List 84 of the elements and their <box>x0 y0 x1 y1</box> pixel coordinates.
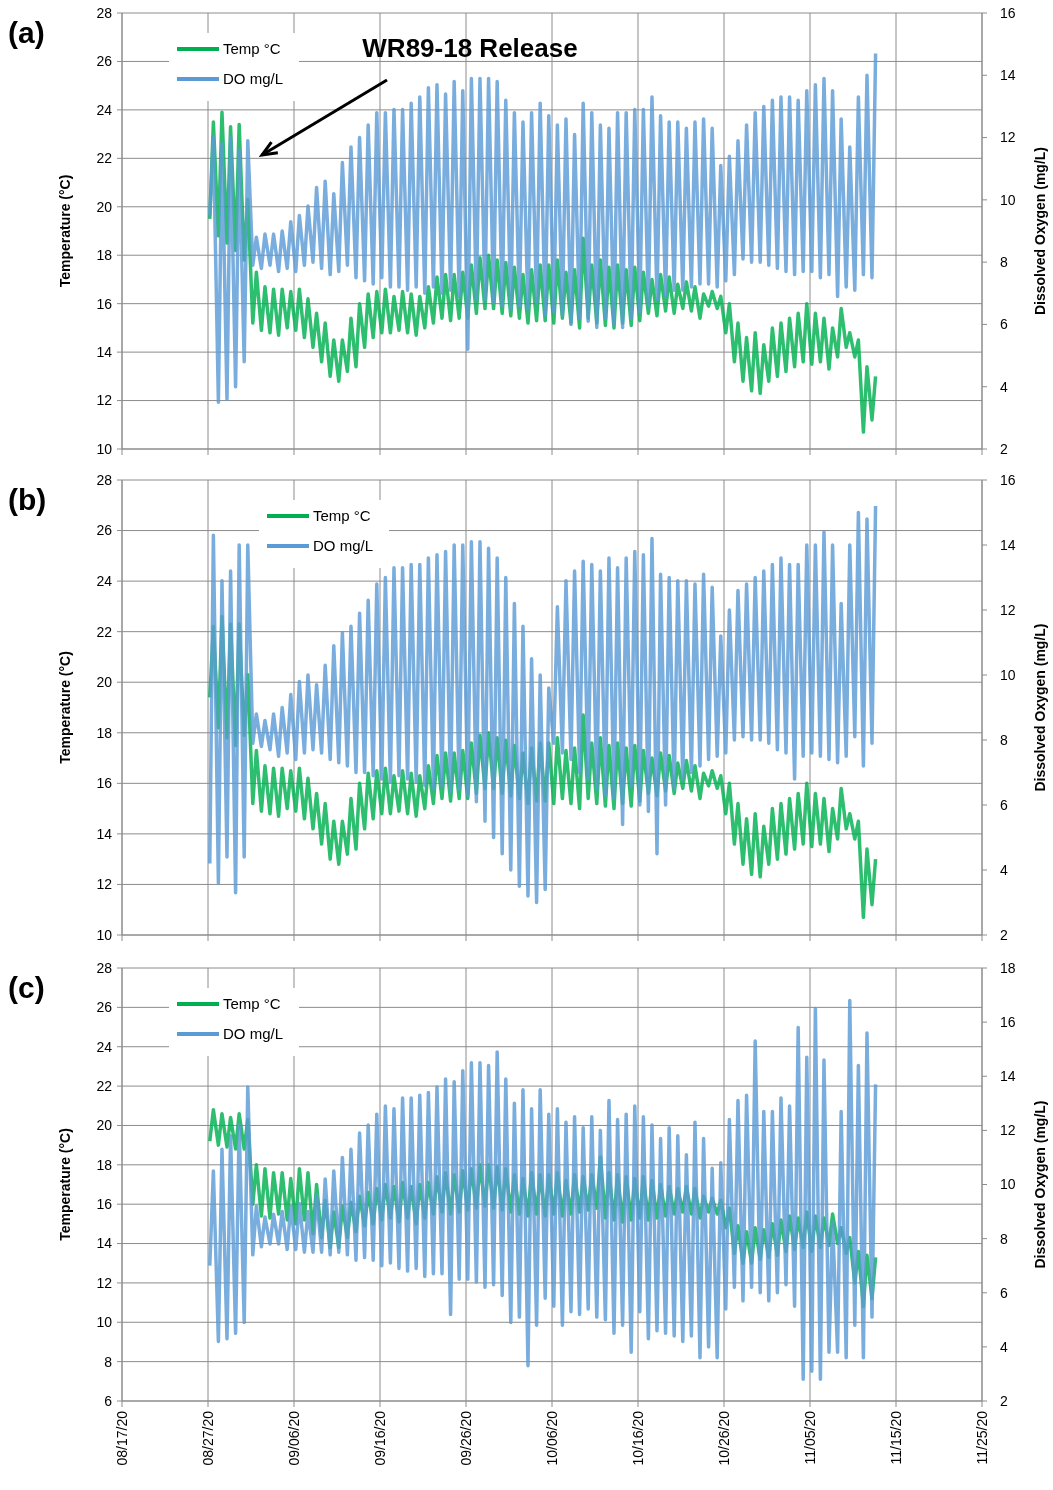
y2-tick-label: 8 <box>1000 1230 1008 1247</box>
y-tick-label: 12 <box>96 392 113 409</box>
y2-tick-label: 2 <box>1000 440 1008 457</box>
y2-tick-label: 16 <box>1000 471 1016 488</box>
y-tick-label: 18 <box>96 1156 113 1173</box>
x-tick-label: 10/06/20 <box>543 1410 560 1466</box>
y2-tick-label: 6 <box>1000 796 1008 813</box>
chart-title: (c) <box>8 971 45 1004</box>
y-tick-label: 10 <box>96 926 113 943</box>
y-tick-label: 26 <box>96 53 113 70</box>
legend-label: Temp °C <box>223 995 281 1013</box>
y2-tick-label: 14 <box>1000 536 1016 553</box>
y2-tick-label: 16 <box>1000 4 1016 21</box>
y2-tick-label: 4 <box>1000 861 1008 878</box>
y-tick-label: 10 <box>96 440 113 457</box>
y-tick-label: 20 <box>96 198 113 215</box>
y-axis-title: Temperature (°C) <box>57 174 73 288</box>
y-tick-label: 28 <box>96 471 113 488</box>
chart-title: (b) <box>8 483 47 516</box>
y2-tick-label: 6 <box>1000 316 1008 333</box>
y2-tick-label: 2 <box>1000 926 1008 943</box>
y-tick-label: 20 <box>96 674 113 691</box>
y2-tick-label: 6 <box>1000 1284 1008 1301</box>
y-tick-label: 16 <box>96 775 113 792</box>
x-tick-label: 11/15/20 <box>887 1410 904 1465</box>
x-tick-label: 11/25/20 <box>973 1410 990 1465</box>
legend-label: DO mg/L <box>223 1025 284 1043</box>
y-tick-label: 12 <box>96 1274 113 1291</box>
y2-tick-label: 12 <box>1000 1122 1016 1139</box>
y-tick-label: 28 <box>96 4 113 21</box>
y-tick-label: 18 <box>96 724 113 741</box>
x-tick-label: 09/16/20 <box>371 1410 388 1466</box>
y2-tick-label: 4 <box>1000 378 1008 395</box>
legend-label: DO mg/L <box>313 537 374 555</box>
legend-label: DO mg/L <box>223 70 284 88</box>
y2-axis-title: Dissolved Oxygen (mg/L) <box>1032 146 1048 316</box>
y2-tick-label: 18 <box>1000 959 1016 976</box>
y-tick-label: 20 <box>96 1117 113 1134</box>
y2-tick-label: 4 <box>1000 1338 1008 1355</box>
y2-tick-label: 12 <box>1000 601 1016 618</box>
y2-tick-label: 12 <box>1000 129 1016 146</box>
y-tick-label: 26 <box>96 999 113 1016</box>
y-tick-label: 14 <box>96 825 113 842</box>
x-tick-label: 09/26/20 <box>457 1410 474 1466</box>
y2-tick-label: 2 <box>1000 1392 1008 1409</box>
y-tick-label: 18 <box>96 247 113 264</box>
y-tick-label: 22 <box>96 623 113 640</box>
y2-tick-label: 16 <box>1000 1014 1016 1031</box>
y-tick-label: 14 <box>96 344 113 361</box>
y-tick-label: 26 <box>96 522 113 539</box>
legend-label: Temp °C <box>223 40 281 58</box>
y2-tick-label: 10 <box>1000 191 1016 208</box>
x-tick-label: 11/05/20 <box>801 1410 818 1465</box>
y-tick-label: 16 <box>96 1196 113 1213</box>
y2-tick-label: 14 <box>1000 1068 1016 1085</box>
y-tick-label: 22 <box>96 1077 113 1094</box>
y-tick-label: 24 <box>96 1038 113 1055</box>
y-tick-label: 12 <box>96 876 113 893</box>
y-tick-label: 24 <box>96 573 113 590</box>
y-tick-label: 24 <box>96 101 113 118</box>
annotation: WR89-18 Release <box>362 33 578 63</box>
x-tick-label: 08/17/20 <box>113 1410 130 1466</box>
y2-tick-label: 8 <box>1000 731 1008 748</box>
y-tick-label: 10 <box>96 1314 113 1331</box>
x-tick-label: 08/27/20 <box>199 1410 216 1466</box>
y2-axis-title: Dissolved Oxygen (mg/L) <box>1032 1100 1048 1269</box>
y-tick-label: 8 <box>104 1353 113 1370</box>
y-tick-label: 6 <box>104 1392 113 1409</box>
x-tick-label: 10/26/20 <box>715 1410 732 1466</box>
legend-label: Temp °C <box>313 507 371 525</box>
y-tick-label: 22 <box>96 150 113 167</box>
y2-tick-label: 10 <box>1000 1176 1016 1193</box>
y2-tick-label: 8 <box>1000 254 1008 271</box>
y-axis-title: Temperature (°C) <box>57 651 73 764</box>
y2-tick-label: 14 <box>1000 67 1016 84</box>
y-tick-label: 28 <box>96 959 113 976</box>
y-tick-label: 16 <box>96 295 113 312</box>
y2-tick-label: 10 <box>1000 666 1016 683</box>
y-axis-title: Temperature (°C) <box>57 1128 73 1241</box>
x-tick-label: 09/06/20 <box>285 1410 302 1466</box>
x-tick-label: 10/16/20 <box>629 1410 646 1466</box>
y2-axis-title: Dissolved Oxygen (mg/L) <box>1032 623 1048 792</box>
chart-title: (a) <box>8 16 45 49</box>
y-tick-label: 14 <box>96 1235 113 1252</box>
